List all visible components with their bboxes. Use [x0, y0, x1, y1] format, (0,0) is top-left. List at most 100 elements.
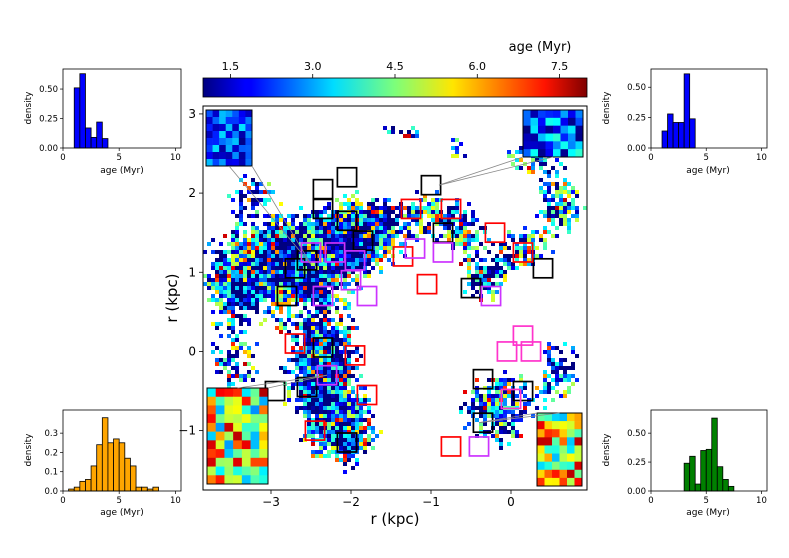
age-pixel: [267, 246, 271, 250]
age-pixel: [443, 234, 447, 238]
age-pixel: [311, 434, 315, 438]
age-pixel: [295, 362, 299, 366]
age-pixel: [327, 418, 331, 422]
age-pixel: [243, 350, 247, 354]
age-pixel: [339, 222, 343, 226]
age-pixel: [515, 430, 519, 434]
age-pixel: [303, 410, 307, 414]
age-pixel: [367, 206, 371, 210]
inset-pixel: [538, 133, 546, 142]
age-pixel: [383, 218, 387, 222]
age-pixel: [491, 242, 495, 246]
inset-pixel: [232, 138, 240, 146]
age-pixel: [239, 270, 243, 274]
age-pixel: [311, 358, 315, 362]
age-pixel: [219, 322, 223, 326]
age-pixel: [243, 282, 247, 286]
age-pixel: [311, 266, 315, 270]
age-pixel: [255, 310, 259, 314]
age-pixel: [543, 382, 547, 386]
age-pixel: [327, 266, 331, 270]
age-pixel: [399, 242, 403, 246]
age-pixel: [283, 402, 287, 406]
age-pixel: [299, 238, 303, 242]
age-pixel: [287, 290, 291, 294]
age-pixel: [227, 282, 231, 286]
age-pixel: [299, 370, 303, 374]
age-pixel: [247, 298, 251, 302]
age-pixel: [279, 286, 283, 290]
age-pixel: [475, 262, 479, 266]
age-pixel: [291, 230, 295, 234]
age-pixel: [351, 466, 355, 470]
age-pixel: [315, 234, 319, 238]
inset-pixel: [206, 131, 213, 139]
age-pixel: [235, 234, 239, 238]
age-pixel: [307, 402, 311, 406]
age-pixel: [331, 230, 335, 234]
age-pixel: [347, 398, 351, 402]
age-pixel: [239, 342, 243, 346]
region-box: [336, 210, 358, 232]
age-pixel: [543, 226, 547, 230]
age-pixel: [415, 130, 419, 134]
hist-bar: [678, 122, 685, 149]
age-pixel: [343, 238, 347, 242]
inset-connector: [438, 156, 554, 186]
inset-pixel: [545, 133, 554, 142]
age-pixel: [303, 366, 307, 370]
age-pixel: [247, 246, 251, 250]
hist-bar: [141, 486, 148, 492]
age-pixel: [315, 342, 319, 346]
histogram-bottom-right: density age (Myr) 0 5 100.000.250.50: [602, 409, 768, 518]
hist-bottom-right-ylabel: density: [602, 433, 612, 467]
inset-pixel: [224, 457, 234, 467]
hist-bar: [705, 448, 713, 492]
age-pixel: [323, 378, 327, 382]
age-pixel: [247, 258, 251, 262]
age-pixel: [335, 270, 339, 274]
inset-pixel: [259, 396, 269, 406]
age-pixel: [423, 226, 427, 230]
age-pixel: [339, 358, 343, 362]
age-pixel: [331, 282, 335, 286]
age-pixel: [243, 242, 247, 246]
age-pixel: [331, 330, 335, 334]
age-pixel: [495, 390, 499, 394]
age-pixel: [455, 150, 459, 154]
age-pixel: [215, 278, 219, 282]
age-pixel: [235, 222, 239, 226]
age-pixel: [483, 278, 487, 282]
age-pixel: [279, 306, 283, 310]
age-pixel: [347, 394, 351, 398]
age-pixel: [319, 310, 323, 314]
age-pixel: [503, 242, 507, 246]
age-pixel: [523, 386, 527, 390]
inset-pixel: [238, 159, 246, 167]
age-pixel: [295, 334, 299, 338]
age-pixel: [299, 406, 303, 410]
age-pixel: [551, 210, 555, 214]
age-pixel: [395, 222, 399, 226]
age-pixel: [235, 302, 239, 306]
age-pixel: [335, 294, 339, 298]
age-pixel: [315, 358, 319, 362]
age-pixel: [343, 342, 347, 346]
age-pixel: [359, 258, 363, 262]
age-pixel: [559, 362, 563, 366]
age-pixel: [451, 206, 455, 210]
age-pixel: [351, 438, 355, 442]
age-pixel: [439, 218, 443, 222]
age-pixel: [287, 234, 291, 238]
age-pixel: [455, 218, 459, 222]
age-pixel: [299, 358, 303, 362]
age-pixel: [295, 238, 299, 242]
age-pixel: [351, 226, 355, 230]
age-pixel: [391, 238, 395, 242]
age-pixel: [303, 302, 307, 306]
age-pixel: [271, 302, 275, 306]
age-pixel: [339, 458, 343, 462]
age-pixel: [383, 210, 387, 214]
age-pixel: [371, 414, 375, 418]
age-pixel: [291, 382, 295, 386]
